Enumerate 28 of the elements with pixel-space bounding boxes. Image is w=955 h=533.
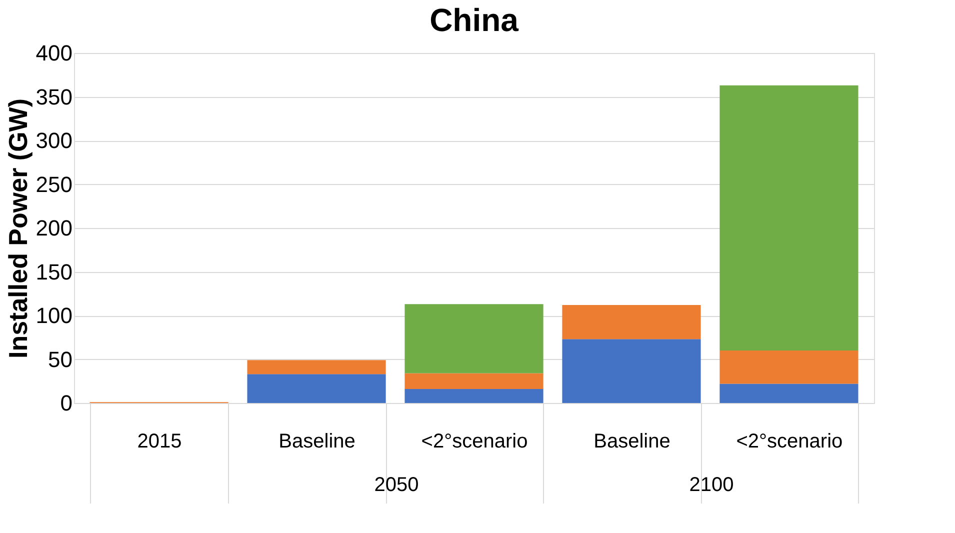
y-tick-label: 150: [36, 259, 72, 284]
x-tick-label: Baseline: [278, 430, 356, 452]
x-tick-label: 2015: [137, 430, 182, 452]
bar: [247, 360, 386, 374]
bar: [404, 373, 544, 389]
y-tick-label: 100: [36, 303, 72, 328]
text: 2100: [689, 474, 734, 496]
y-tick-label: 250: [36, 172, 72, 197]
bar: [562, 305, 701, 340]
y-tick-label: 200: [36, 216, 72, 240]
text: 2050: [374, 474, 419, 496]
bar: [404, 304, 544, 374]
y-tick-label: 0: [60, 390, 72, 416]
x-tick-label: <2°scenario: [421, 430, 528, 452]
y-tick-label: 300: [36, 128, 72, 153]
bar: [720, 350, 858, 384]
bar: [720, 85, 858, 350]
y-axis-title: Installed Power (GW): [2, 98, 33, 359]
bar: [404, 389, 544, 403]
y-tick-label: 50: [48, 346, 72, 372]
bar: [720, 384, 858, 403]
y-tick-label: 350: [36, 84, 72, 110]
bar: [247, 374, 386, 403]
chart-title: China: [430, 2, 519, 38]
x-tick-label: <2°scenario: [736, 430, 843, 452]
x-tick-label: Baseline: [594, 430, 670, 452]
y-tick-label: 400: [36, 40, 72, 66]
bar: [562, 339, 701, 403]
